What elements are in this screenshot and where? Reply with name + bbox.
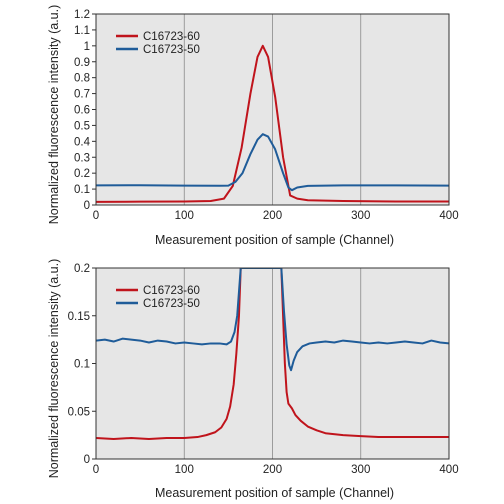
chart-1-y-tick-label: 0.6 bbox=[74, 105, 90, 117]
chart-1-y-tick-label: 0.2 bbox=[74, 168, 90, 180]
chart-1: 0 100 200 300 400 0 0.1 0.2 0.3 0.4 0.5 0.6 0.7 0.8 0.… bbox=[47, 5, 459, 247]
chart-2-y-axis-label: Normalized fluorescence intensity (a.u.) bbox=[47, 259, 61, 479]
chart-2-y-tick-label: 0.1 bbox=[74, 359, 90, 371]
chart-1-legend-label: C16723-50 bbox=[143, 44, 200, 56]
chart-1-y-tick-label: 0.8 bbox=[74, 73, 90, 85]
chart-1-x-tick-label: 100 bbox=[175, 210, 194, 222]
chart-1-y-tick-label: 0.3 bbox=[74, 152, 90, 164]
chart-1-y-tick-label: 0.4 bbox=[74, 136, 91, 148]
chart-1-x-axis-label: Measurement position of sample (Channel) bbox=[155, 233, 394, 247]
chart-2: 0 100 200 300 400 0 0.05 0.1 0.15 0.2 C16723-60C16… bbox=[47, 259, 459, 500]
chart-2-legend-label: C16723-50 bbox=[143, 298, 200, 310]
chart-1-series-c16723-60-line bbox=[96, 44, 449, 203]
chart-1-y-tick-label: 1.2 bbox=[74, 9, 90, 21]
chart-1-frame bbox=[95, 13, 450, 206]
chart-2-series-c16723-50-line bbox=[96, 268, 449, 372]
chart-2-x-axis-label: Measurement position of sample (Channel) bbox=[155, 486, 394, 500]
chart-2-x-tick-label: 100 bbox=[175, 464, 194, 476]
chart-1-y-tick-label: 1.1 bbox=[74, 25, 90, 37]
chart-1-y-tick-label: 0 bbox=[84, 200, 90, 212]
chart-2-y-tick-label: 0.2 bbox=[74, 263, 90, 275]
chart-2-x-tick-label: 300 bbox=[351, 464, 370, 476]
chart-2-y-tick-label: 0.15 bbox=[68, 311, 90, 323]
chart-2-x-tick-label: 200 bbox=[263, 464, 282, 476]
chart-2-y-tick-label: 0.05 bbox=[68, 406, 90, 418]
chart-1-x-tick-label: 0 bbox=[93, 210, 99, 222]
chart-1-x-tick-label: 400 bbox=[439, 210, 458, 222]
chart-1-y-tick-label: 1 bbox=[84, 41, 90, 53]
chart-1-y-tick-label: 0.1 bbox=[74, 184, 90, 196]
chart-1-y-axis-label: Normalized fluorescence intensity (a.u.) bbox=[47, 5, 61, 225]
chart-1-series-c16723-50-line bbox=[96, 133, 449, 192]
chart-1-y-tick-label: 0.7 bbox=[74, 89, 90, 101]
chart-2-frame bbox=[95, 267, 450, 460]
chart-2-x-tick-label: 0 bbox=[93, 464, 99, 476]
chart-1-legend-label: C16723-60 bbox=[143, 31, 200, 43]
chart-1-x-tick-label: 200 bbox=[263, 210, 282, 222]
chart-1-y-tick-label: 0.9 bbox=[74, 57, 90, 69]
chart-2-x-tick-label: 400 bbox=[439, 464, 458, 476]
chart-1-y-tick-label: 0.5 bbox=[74, 120, 90, 132]
chart-1-x-tick-label: 300 bbox=[351, 210, 370, 222]
chart-2-legend-label: C16723-60 bbox=[143, 285, 200, 297]
chart-2-y-tick-label: 0 bbox=[84, 454, 90, 466]
